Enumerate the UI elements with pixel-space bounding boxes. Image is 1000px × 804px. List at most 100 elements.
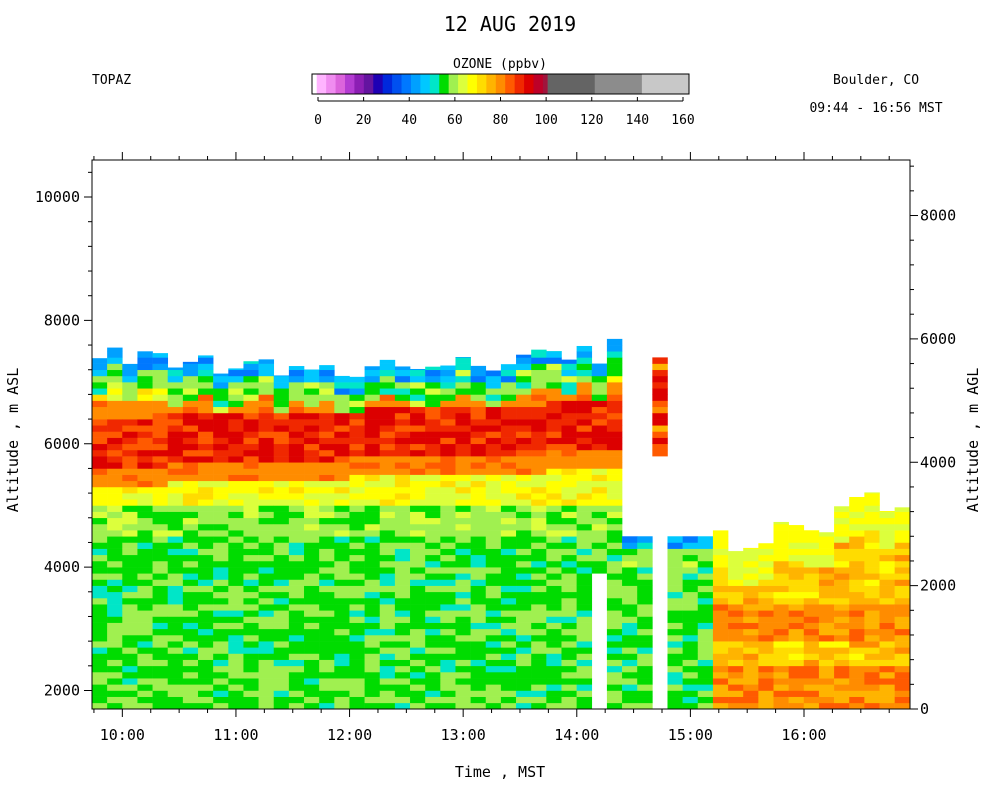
ozone-cell-2136 [713, 598, 728, 604]
ozone-cell-167 [122, 388, 137, 394]
ozone-cell-1528 [501, 660, 516, 666]
ozone-cell-2168 [728, 579, 743, 585]
colorbar-swatch-8 [383, 74, 393, 94]
ozone-cell-1690 [531, 364, 546, 370]
ozone-cell-1046 [365, 512, 380, 518]
ozone-cell-2213 [758, 629, 773, 635]
ozone-cell-2345 [819, 536, 834, 542]
ozone-cell-486 [213, 536, 228, 542]
ozone-cell-1970 [622, 660, 637, 666]
ozone-cell-2049 [667, 616, 682, 622]
ozone-cell-1889 [592, 444, 607, 450]
colorbar-swatch-13 [430, 74, 440, 94]
ozone-cell-1445 [471, 487, 486, 493]
ozone-cell-1817 [577, 660, 592, 666]
ozone-cell-252 [153, 567, 168, 573]
ozone-cell-1605 [516, 530, 531, 536]
ozone-cell-2054 [667, 586, 682, 592]
ozone-cell-540 [228, 542, 243, 548]
ozone-cell-10 [92, 641, 107, 647]
ozone-cell-2152 [728, 678, 743, 684]
ozone-cell-2012 [637, 573, 652, 579]
ozone-cell-231 [153, 697, 168, 703]
ozone-cell-688 [274, 678, 289, 684]
ozone-cell-151 [122, 487, 137, 493]
ozone-cell-1037 [365, 567, 380, 573]
ozone-cell-1364 [455, 629, 470, 635]
ozone-cell-1469 [486, 684, 501, 690]
ozone-cell-1464 [471, 370, 486, 376]
ozone-cell-360 [183, 604, 198, 610]
colorbar-tick-label-6: 120 [580, 113, 603, 128]
ozone-cell-820 [304, 549, 319, 555]
ozone-cell-256 [153, 542, 168, 548]
ozone-cell-57 [107, 703, 122, 709]
ozone-cell-2460 [880, 647, 895, 653]
ozone-cell-1829 [577, 586, 592, 592]
ozone-cell-2328 [819, 641, 834, 647]
ozone-cell-1775 [561, 567, 576, 573]
ozone-cell-1586 [516, 647, 531, 653]
ozone-cell-491 [213, 505, 228, 511]
ozone-cell-1685 [531, 394, 546, 400]
ozone-cell-313 [168, 549, 183, 555]
ozone-cell-456 [198, 364, 213, 370]
ozone-cell-1124 [380, 376, 395, 382]
ozone-cell-1052 [365, 475, 380, 481]
ozone-cell-1735 [546, 450, 561, 456]
ozone-cell-646 [259, 586, 274, 592]
ozone-cell-2508 [895, 555, 910, 561]
ozone-cell-493 [213, 493, 228, 499]
ozone-cell-583 [243, 623, 258, 629]
ozone-cell-776 [289, 475, 304, 481]
ozone-cell-63 [107, 666, 122, 672]
ozone-cell-1620 [516, 438, 531, 444]
ozone-cell-1823 [577, 623, 592, 629]
ozone-cell-2211 [758, 641, 773, 647]
ozone-cell-883 [319, 505, 334, 511]
ozone-cell-2431 [864, 604, 879, 610]
ozone-cell-124 [122, 653, 137, 659]
ozone-cell-830 [304, 487, 319, 493]
ozone-cell-334 [168, 419, 183, 425]
ozone-cell-832 [304, 475, 319, 481]
ozone-cell-201 [137, 524, 152, 530]
x-tick-label-2: 12:00 [327, 726, 372, 744]
ozone-cell-1048 [365, 499, 380, 505]
ozone-cell-83 [107, 542, 122, 548]
ozone-cell-1355 [455, 684, 470, 690]
ozone-cell-1491 [486, 549, 501, 555]
ozone-cell-276 [153, 419, 168, 425]
ozone-cell-1649 [531, 616, 546, 622]
ozone-cell-477 [213, 592, 228, 598]
ozone-cell-1732 [546, 468, 561, 474]
ozone-cell-1164 [395, 481, 410, 487]
ozone-cell-408 [198, 660, 213, 666]
ozone-cell-510 [213, 388, 228, 394]
ozone-cell-1518 [486, 382, 501, 388]
ozone-cell-1840 [577, 518, 592, 524]
ozone-cell-132 [122, 604, 137, 610]
ozone-cell-1912 [607, 647, 622, 653]
ozone-cell-47 [92, 413, 107, 419]
ozone-cell-1600 [516, 561, 531, 567]
ozone-cell-1080 [380, 647, 395, 653]
ozone-cell-421 [198, 579, 213, 585]
ozone-cell-1478 [486, 629, 501, 635]
ozone-cell-90 [107, 499, 122, 505]
colorbar-swatch-18 [477, 74, 487, 94]
ozone-cell-569 [228, 368, 243, 370]
ozone-cell-2097 [698, 666, 713, 672]
ozone-cell-1730 [546, 481, 561, 487]
ozone-cell-376 [183, 505, 198, 511]
ozone-cell-2196 [743, 567, 758, 573]
ozone-cell-430 [198, 524, 213, 530]
ozone-cell-2510 [895, 542, 910, 548]
ozone-cell-1891 [592, 431, 607, 437]
colorbar-swatch-11 [411, 74, 421, 94]
ozone-cell-145 [122, 524, 137, 530]
ozone-cell-958 [334, 388, 349, 394]
ozone-cell-2265 [789, 666, 804, 672]
ozone-cell-1240 [425, 703, 440, 709]
ozone-cell-341 [168, 376, 183, 382]
